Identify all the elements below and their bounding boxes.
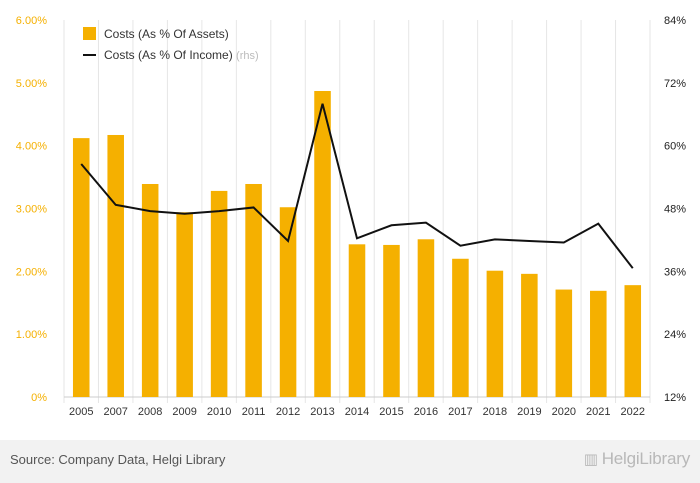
library-icon: ▥ [583, 451, 598, 468]
x-axis-tick: 2007 [103, 406, 127, 418]
line-series [80, 103, 634, 269]
x-axis-tick: 2011 [242, 406, 266, 418]
legend-rhs-note: (rhs) [236, 50, 259, 62]
x-axis-tick: 2008 [138, 406, 162, 418]
bar [176, 212, 193, 397]
right-axis-tick: 36% [664, 266, 686, 278]
x-axis-tick: 2018 [483, 406, 507, 418]
x-axis-tick: 2010 [207, 406, 231, 418]
x-axis-tick: 2020 [552, 406, 576, 418]
x-axis-tick: 2009 [172, 406, 196, 418]
bar [521, 273, 538, 397]
x-axis-tick: 2022 [621, 406, 645, 418]
right-axis-tick: 48% [664, 204, 686, 216]
x-axis-tick: 2017 [448, 406, 472, 418]
bar [486, 270, 504, 397]
brand-logo: ▥ HelgiLibrary [584, 449, 690, 469]
left-axis-tick: 6.00% [16, 15, 47, 27]
x-axis-tick: 2013 [310, 406, 334, 418]
bar [210, 190, 228, 397]
bar [314, 91, 331, 398]
left-axis-tick: 4.00% [16, 141, 47, 153]
bar [279, 207, 297, 397]
x-axis-tick: 2005 [69, 406, 93, 418]
left-axis-tick: 2.00% [16, 266, 47, 278]
x-axis-tick: 2015 [379, 406, 403, 418]
bar [141, 183, 159, 397]
right-axis-tick: 84% [664, 15, 686, 27]
bar [452, 258, 469, 397]
bar [624, 285, 642, 397]
bar [107, 134, 124, 398]
bar [417, 239, 435, 397]
left-axis-tick: 0% [31, 392, 47, 404]
x-axis-tick: 2021 [586, 406, 610, 418]
x-axis-tick: 2016 [414, 406, 438, 418]
x-axis-tick: 2012 [276, 406, 300, 418]
legend-label-line: Costs (As % Of Income) (rhs) [104, 48, 259, 62]
right-axis-tick: 60% [664, 141, 686, 153]
x-axis-tick: 2019 [517, 406, 541, 418]
x-axis-tick: 2014 [345, 406, 369, 418]
bar [72, 138, 90, 398]
chart-svg: 0% 1.00% 2.00% 3.00% 4.00% 5.00% 6.00% 12% 24% 36… [16, 15, 686, 418]
legend-label-bar: Costs (As % Of Assets) [104, 27, 229, 41]
left-axis-tick: 1.00% [16, 329, 47, 341]
footer: Source: Company Data, Helgi Library ▥ Hel… [0, 440, 700, 483]
right-axis-tick: 72% [664, 78, 686, 90]
brand-name: HelgiLibrary [601, 449, 691, 468]
source-note: Source: Company Data, Helgi Library [10, 452, 226, 467]
right-axis-tick: 24% [664, 329, 686, 341]
legend-swatch-bar [83, 27, 96, 40]
bar [348, 244, 366, 397]
left-axis-tick: 3.00% [16, 204, 47, 216]
bar [590, 290, 607, 397]
bar [245, 183, 262, 397]
right-axis-tick: 12% [664, 392, 686, 404]
bar [555, 289, 573, 397]
left-axis-tick: 5.00% [16, 78, 47, 90]
bar [383, 244, 400, 397]
